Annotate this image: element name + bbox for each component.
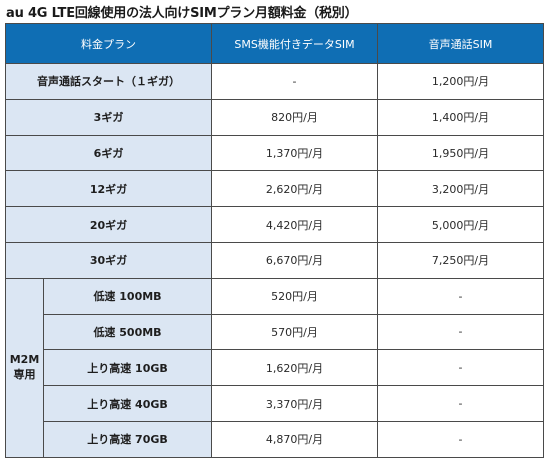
data-sim-price: 4,420円/月: [211, 206, 378, 243]
table-row: 12ギガ 2,620円/月 3,200円/月: [5, 170, 544, 208]
plan-name: 6ギガ: [5, 134, 212, 172]
header-row: 料金プラン SMS機能付きデータSIM 音声通話SIM: [5, 23, 544, 64]
m2m-label-line1: M2M: [9, 352, 40, 366]
plan-name: 20ギガ: [5, 206, 212, 243]
data-sim-price: 3,370円/月: [211, 385, 378, 422]
table-row: 30ギガ 6,670円/月 7,250円/月: [5, 241, 544, 279]
table-row: 20ギガ 4,420円/月 5,000円/月: [5, 206, 544, 243]
plan-name: 低速 500MB: [43, 313, 212, 351]
data-sim-price: 570円/月: [211, 313, 378, 351]
data-sim-price: 4,870円/月: [211, 420, 378, 458]
data-sim-price: 820円/月: [211, 98, 378, 136]
plan-name: 上り高速 10GB: [43, 349, 212, 387]
plan-name: 上り高速 40GB: [43, 385, 212, 422]
header-data-sim: SMS機能付きデータSIM: [211, 23, 378, 64]
table-row: 3ギガ 820円/月 1,400円/月: [5, 98, 544, 136]
plan-name: 12ギガ: [5, 170, 212, 208]
m2m-label-line2: 専用: [13, 367, 36, 381]
plan-name: 30ギガ: [5, 241, 212, 279]
table-row-m2m: M2M 専用 低速 100MB 520円/月 -: [5, 277, 544, 458]
voice-sim-price: -: [377, 277, 544, 315]
voice-sim-price: 1,400円/月: [377, 98, 544, 136]
m2m-group-label: M2M 専用: [5, 277, 44, 458]
voice-sim-price: 7,250円/月: [377, 241, 544, 279]
table-row-m2m: 上り高速 10GB 1,620円/月 -: [6, 349, 544, 387]
plan-name: 上り高速 70GB: [43, 420, 212, 458]
data-sim-price: 2,620円/月: [211, 170, 378, 208]
voice-sim-price: -: [377, 420, 544, 458]
data-sim-price: 1,370円/月: [211, 134, 378, 172]
voice-sim-price: 1,950円/月: [377, 134, 544, 172]
header-voice-sim: 音声通話SIM: [377, 23, 544, 64]
voice-sim-price: 3,200円/月: [377, 170, 544, 208]
plan-name: 音声通話スタート（１ギガ）: [5, 63, 212, 100]
voice-sim-price: -: [377, 349, 544, 387]
table-row-m2m: 低速 500MB 570円/月 -: [6, 313, 544, 351]
table-row: 音声通話スタート（１ギガ） - 1,200円/月: [5, 63, 544, 100]
table-row-m2m: 上り高速 40GB 3,370円/月 -: [6, 385, 544, 422]
voice-sim-price: -: [377, 313, 544, 351]
data-sim-price: 1,620円/月: [211, 349, 378, 387]
voice-sim-price: 5,000円/月: [377, 206, 544, 243]
plan-name: 3ギガ: [5, 98, 212, 136]
pricing-table: 料金プラン SMS機能付きデータSIM 音声通話SIM 音声通話スタート（１ギガ…: [5, 23, 544, 458]
voice-sim-price: -: [377, 385, 544, 422]
data-sim-price: 520円/月: [211, 277, 378, 315]
plan-name: 低速 100MB: [43, 277, 212, 315]
voice-sim-price: 1,200円/月: [377, 63, 544, 100]
page-title: au 4G LTE回線使用の法人向けSIMプラン月額料金（税別）: [6, 6, 358, 21]
header-plan: 料金プラン: [5, 23, 212, 64]
data-sim-price: 6,670円/月: [211, 241, 378, 279]
table-row: 6ギガ 1,370円/月 1,950円/月: [5, 134, 544, 172]
table-row-m2m: 上り高速 70GB 4,870円/月 -: [6, 420, 544, 458]
data-sim-price: -: [211, 63, 378, 100]
